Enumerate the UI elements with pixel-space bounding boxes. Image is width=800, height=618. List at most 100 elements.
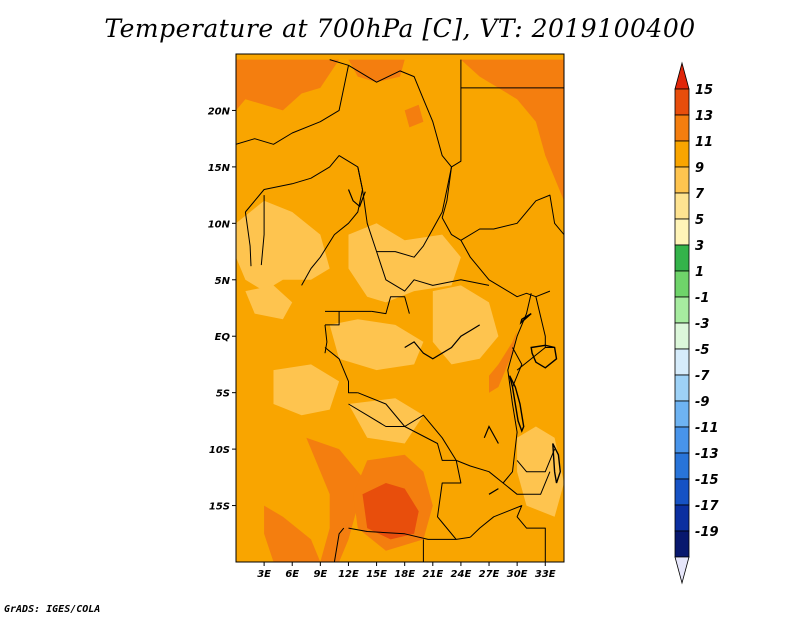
colorbar-swatch [674,88,690,116]
temperature-region-cool-southwest [273,364,340,416]
y-tick-label: 5S [216,389,230,400]
temperature-region-warm-northwest [236,59,340,111]
colorbar-label: 11 [695,135,713,150]
country-border [371,296,410,315]
x-tick-label: 24E [451,569,472,580]
y-tick-label: 10N [208,219,231,230]
x-tick-label: 12E [338,569,359,580]
colorbar-swatch [674,478,690,506]
river-line [483,425,499,444]
temperature-region-warm-ne-patch [404,104,424,128]
temperature-region-hot-south-core [362,483,419,540]
y-tick-label: 10S [209,445,230,456]
country-border [376,251,490,292]
colorbar-swatch [674,348,690,376]
colorbar-swatch [674,452,690,480]
x-tick-label: 15E [366,569,387,580]
x-tick-label: 27E [479,569,500,580]
colorbar-label: 15 [695,83,713,98]
colorbar-label: 3 [695,239,704,254]
y-tick-label: 15S [209,502,230,513]
colorbar-label: -19 [695,525,719,540]
colorbar-swatch [674,140,690,168]
x-tick-label: 9E [313,569,327,580]
colorbar-swatch [674,322,690,350]
colorbar-label: -11 [695,421,719,436]
colorbar-label: -7 [695,369,710,384]
temperature-region-cool-congo-basin [329,319,424,371]
country-border [244,211,252,267]
y-tick-label: EQ [215,332,231,343]
colorbar-label: 13 [695,109,713,124]
colorbar: 15 13 11 9 7 5 3 1 -1 -3 -5 -7 -9 -11 -13 -15 -17 -19 [674,61,719,585]
y-tick-label: 15N [208,163,231,174]
country-border [348,527,457,540]
colorbar-label: -9 [695,395,709,410]
colorbar-label: 7 [695,187,705,202]
x-tick-label: 30E [507,569,528,580]
colorbar-swatch [674,114,690,142]
colorbar-label: 5 [695,213,704,228]
river-line [488,488,499,495]
colorbar-label: -17 [695,499,719,514]
country-border [260,195,265,266]
axis-ticks: 3E 6E 9E 12E 15E 18E 21E 24E 27E 30E 33E 20N 15N 10N 5… [208,106,556,580]
lake-outline [519,313,532,325]
map-field [236,54,564,562]
lake-outline [508,375,525,433]
country-border [333,527,345,562]
river-line [404,324,481,360]
colorbar-swatch [674,270,690,298]
colorbar-label: 1 [695,265,704,280]
temperature-region-cool-west-sahel [236,200,330,292]
temperature-region-cool-central [348,223,461,303]
country-border [460,194,564,241]
colorbar-swatch [674,166,690,194]
colorbar-swatch [674,296,690,324]
x-tick-label: 21E [422,569,443,580]
x-tick-label: 18E [394,569,415,580]
country-border [512,347,523,388]
lake-outline [552,443,562,484]
country-border [516,448,556,473]
temperature-region-warm-southwest-plume [306,437,368,562]
y-tick-label: 5N [215,276,231,287]
lake-outline [530,344,558,369]
colorbar-bottom-arrow [674,556,690,585]
country-border [441,59,551,298]
country-border [357,293,532,484]
chart-title: Temperature at 700hPa [C], VT: 201910040… [104,14,696,43]
country-border [325,311,340,326]
colorbar-top-arrow [674,61,690,90]
country-border [348,403,471,540]
country-border [469,505,546,562]
temperature-region-cool-congo-east [432,285,499,365]
y-tick-label: 20N [208,106,231,117]
x-tick-label: 33E [535,569,556,580]
colorbar-swatch [674,374,690,402]
country-border [236,65,349,145]
temperature-region-cool-south-center [348,398,424,444]
colorbar-swatch [674,218,690,246]
country-border [324,347,358,394]
country-border [535,296,546,348]
x-tick-label: 3E [257,569,271,580]
colorbar-label: -3 [695,317,709,332]
temperature-region-warm-northeast [460,59,564,201]
temperature-region-cool-west-coast [245,285,293,320]
x-tick-label: 6E [285,569,299,580]
temperature-region-warm-north-center [348,59,405,83]
grads-credit: GrADS: IGES/COLA [4,604,101,615]
temperature-region-warm-southwest-coast [264,505,321,562]
colorbar-swatch [674,400,690,428]
country-border [245,155,359,213]
temperature-region-warm-rift-streak [489,330,518,393]
map-frame [235,53,565,563]
country-border [324,324,328,354]
colorbar-swatch [674,192,690,220]
colorbar-swatch [674,530,690,558]
colorbar-swatch [674,426,690,454]
country-border [301,166,363,286]
country-border [502,471,551,495]
